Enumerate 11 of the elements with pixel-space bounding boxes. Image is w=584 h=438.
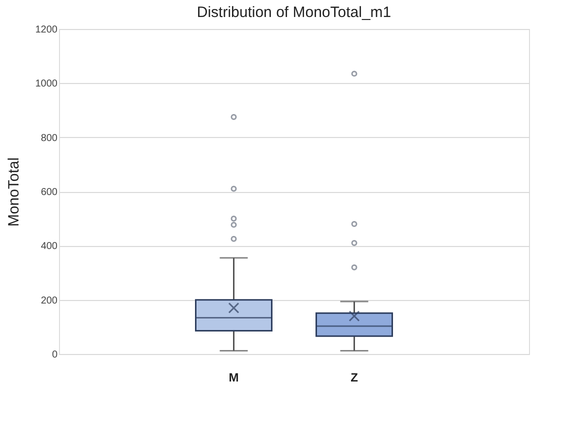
y-tick-label: 600 [40,187,58,198]
y-tick-label: 200 [40,295,58,306]
chart-title: Distribution of MonoTotal_m1 [196,4,392,21]
y-axis-title: MonoTotal [5,157,22,227]
y-tick-label: 400 [40,241,58,252]
y-tick-label: 800 [40,132,58,144]
y-tick-label: 0 [52,350,58,360]
x-tick-label: M [228,370,239,384]
y-tick-label: 1000 [35,78,58,90]
y-tick-label: 1200 [35,24,58,36]
x-tick-label: Z [350,370,358,384]
